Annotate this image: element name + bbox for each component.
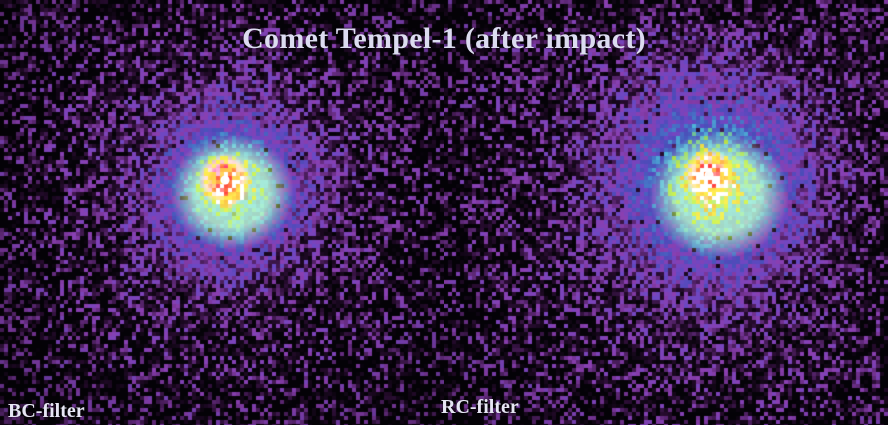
bc-filter-panel: BC-filter <box>0 0 444 425</box>
rc-filter-image <box>444 0 888 425</box>
rc-filter-panel <box>444 0 888 425</box>
bc-filter-image <box>0 0 444 425</box>
figure-title: Comet Tempel-1 (after impact) <box>242 22 646 55</box>
rc-filter-label: RC-filter <box>441 396 519 418</box>
bc-filter-label: BC-filter <box>8 400 85 422</box>
